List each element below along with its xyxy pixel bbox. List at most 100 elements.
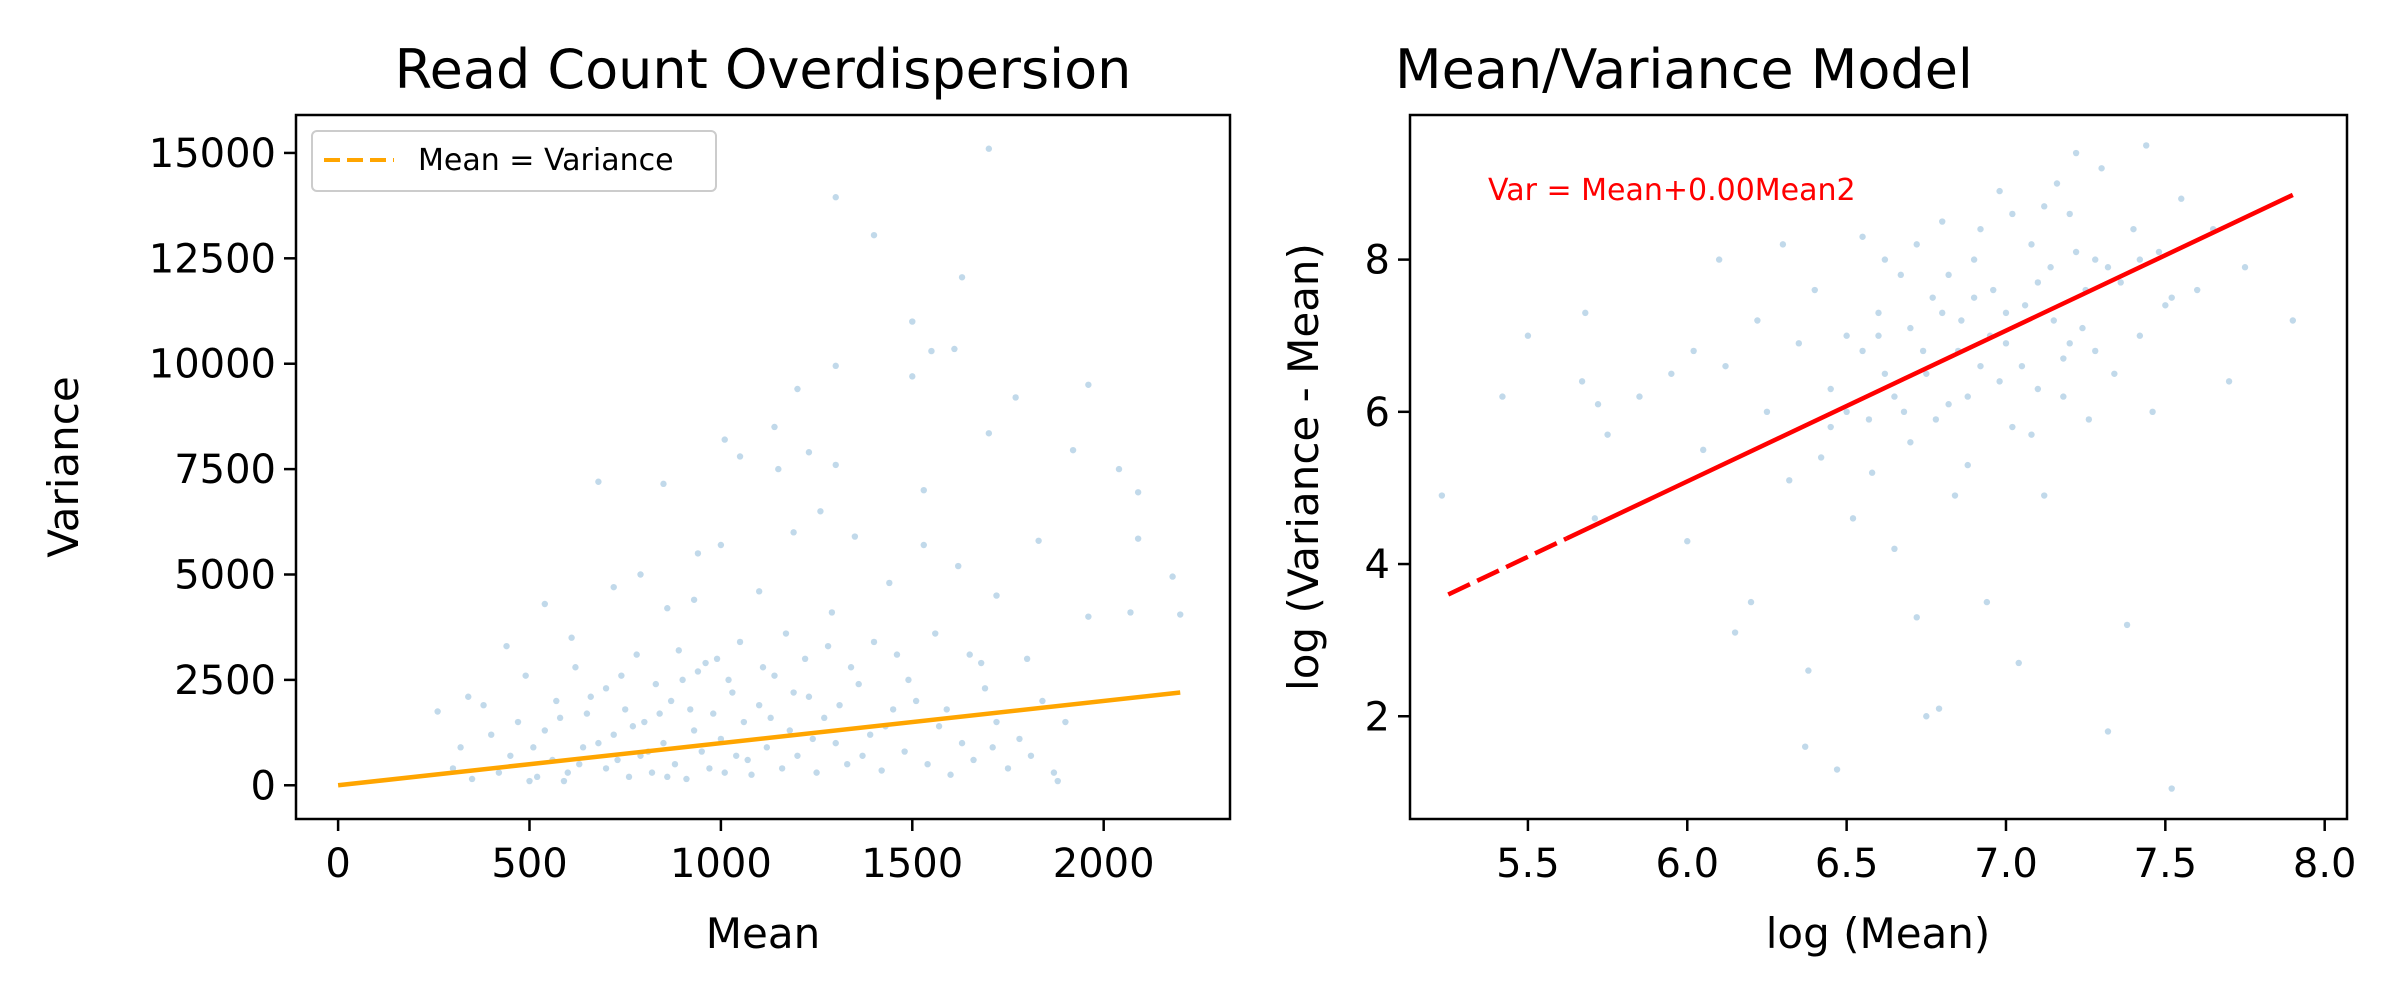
scatter-point — [2136, 332, 2144, 339]
scatter-point — [667, 697, 675, 705]
plot-frame — [1408, 113, 2349, 821]
scatter-point — [664, 605, 671, 612]
legend-label: Mean = Variance — [418, 143, 674, 178]
scatter-point — [572, 664, 579, 671]
scatter-point — [2085, 416, 2093, 423]
x-tick-label: 8.0 — [2293, 841, 2357, 887]
scatter-point — [690, 727, 698, 734]
scatter-point — [698, 748, 705, 755]
x-tick-label: 1500 — [861, 841, 963, 887]
scatter-point — [2009, 210, 2016, 218]
scatter-point — [1907, 439, 1914, 446]
x-tick-label: 2000 — [1053, 841, 1155, 887]
scatter-point — [1939, 218, 1946, 225]
scatter-point — [553, 697, 560, 705]
scatter-point — [2053, 180, 2061, 187]
scatter-point — [2168, 785, 2175, 792]
scatter-point — [855, 680, 862, 688]
scatter-point — [710, 710, 717, 717]
scatter-point — [468, 775, 476, 783]
x-tick-label: 1000 — [670, 841, 772, 887]
scatter-point — [576, 760, 583, 768]
scatter-point — [1865, 416, 1873, 423]
scatter-point — [977, 659, 985, 667]
scatter-point — [1945, 401, 1952, 408]
scatter-point — [932, 630, 939, 637]
scatter-point — [610, 731, 617, 738]
scatter-point — [821, 714, 828, 722]
scatter-point — [1843, 408, 1850, 416]
chart-read-count-overdispersion: Read Count Overdispersion 0 500 1000 1500 20… — [39, 38, 1232, 958]
scatter-point — [1958, 317, 1965, 324]
y-axis-ticks: 0 2500 5000 7500 10000 12500 15000 — [149, 131, 296, 809]
scatter-point — [717, 541, 725, 549]
scatter-point — [2136, 256, 2144, 263]
scatter-point — [1594, 401, 1602, 408]
scatter-point — [633, 651, 640, 658]
scatter-point — [775, 465, 782, 473]
scatter-point — [1964, 461, 1971, 469]
scatter-point — [579, 744, 587, 751]
scatter-point — [736, 638, 744, 646]
mean-equals-variance-line — [337, 690, 1181, 788]
scatter-point — [870, 231, 878, 239]
scatter-point — [725, 676, 732, 684]
scatter-point — [989, 744, 996, 751]
scatter-point — [924, 760, 931, 768]
y-tick-label: 6 — [1365, 390, 1390, 436]
scatter-point — [1875, 332, 1882, 339]
scatter-point — [587, 693, 594, 700]
scatter-point — [958, 739, 966, 747]
scatter-point — [721, 769, 728, 776]
model-annotation: Var = Mean+0.00Mean2 — [1488, 173, 1856, 208]
scatter-point — [985, 145, 993, 152]
scatter-point — [2060, 393, 2067, 400]
scatter-point — [2028, 431, 2035, 438]
x-tick-label: 5.5 — [1496, 841, 1560, 887]
scatter-point — [530, 744, 537, 751]
scatter-point — [2241, 264, 2249, 271]
scatter-point — [1062, 718, 1069, 726]
scatter-point — [721, 436, 728, 443]
scatter-point — [1591, 515, 1599, 522]
scatter-point — [2289, 317, 2297, 324]
scatter-point — [767, 714, 774, 722]
scatter-point — [909, 318, 916, 325]
scatter-point — [733, 752, 740, 759]
scatter-point — [2149, 408, 2156, 416]
scatter-point — [1636, 393, 1643, 400]
scatter-point — [1684, 538, 1691, 545]
scatter-point — [1913, 241, 1920, 248]
scatter-point — [1012, 394, 1019, 401]
scatter-point — [621, 706, 629, 713]
scatter-point — [1134, 535, 1142, 542]
scatter-point — [533, 773, 541, 781]
scatter-point — [1935, 705, 1943, 712]
scatter-point — [794, 752, 801, 759]
legend-box — [311, 130, 717, 192]
scatter-point — [920, 541, 927, 549]
scatter-point — [778, 765, 786, 772]
x-tick-label: 0 — [325, 841, 350, 887]
scatter-point — [2098, 165, 2105, 172]
scatter-point — [866, 731, 874, 738]
scatter-point — [1578, 378, 1586, 385]
scatter-point — [955, 562, 962, 570]
scatter-point — [801, 655, 809, 663]
scatter-point — [560, 777, 568, 785]
scatter-point — [2028, 241, 2035, 248]
scatter-point — [618, 672, 625, 679]
scatter-point — [893, 651, 901, 658]
scatter-point — [2117, 279, 2124, 286]
scatter-point — [526, 777, 533, 785]
y-tick-label: 7500 — [174, 447, 276, 493]
fit-line-segment — [1565, 192, 2294, 541]
scatter-point — [909, 373, 916, 380]
y-tick-label: 15000 — [149, 131, 276, 177]
scatter-point — [889, 706, 897, 713]
scatter-point — [912, 697, 920, 705]
scatter-point — [2072, 248, 2080, 256]
scatter-point — [748, 771, 755, 778]
scatter-point — [660, 739, 667, 747]
scatter-point — [1582, 309, 1589, 317]
